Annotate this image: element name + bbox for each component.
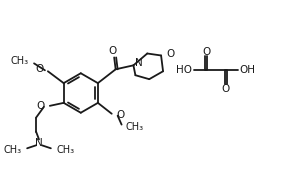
Text: N: N [135, 58, 143, 68]
Text: O: O [202, 46, 210, 57]
Text: O: O [166, 49, 174, 60]
Text: O: O [117, 110, 125, 120]
Text: CH₃: CH₃ [126, 122, 144, 132]
Text: N: N [35, 138, 43, 148]
Text: HO: HO [176, 65, 192, 75]
Text: OH: OH [240, 65, 256, 75]
Text: O: O [37, 101, 45, 111]
Text: O: O [36, 64, 44, 74]
Text: O: O [109, 46, 117, 56]
Text: O: O [222, 84, 230, 94]
Text: CH₃: CH₃ [11, 56, 29, 66]
Text: CH₃: CH₃ [57, 145, 75, 155]
Text: CH₃: CH₃ [3, 145, 21, 155]
